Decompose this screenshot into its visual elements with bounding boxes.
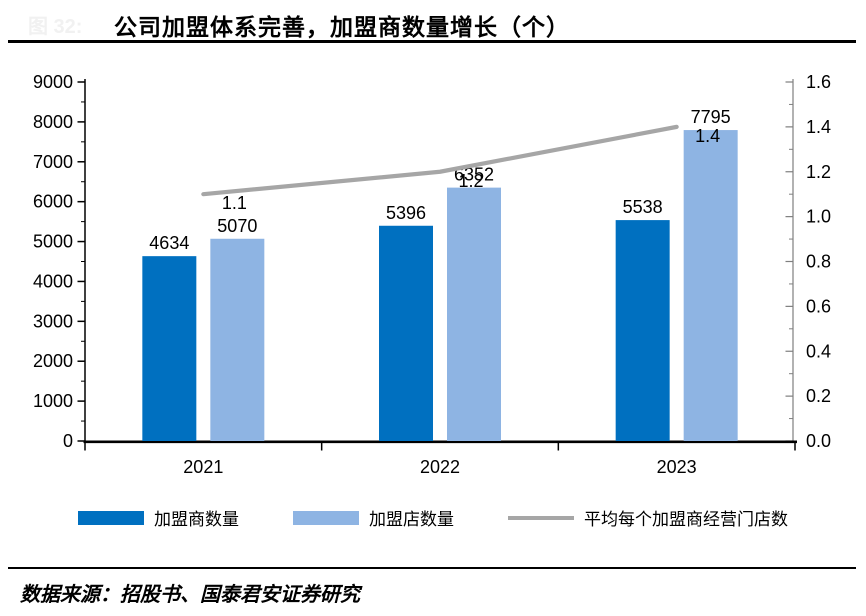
line-data-label: 1.1 <box>222 193 247 213</box>
bar-data-label: 6352 <box>454 165 494 185</box>
legend-label: 加盟商数量 <box>154 510 239 529</box>
legend-bar-swatch <box>78 510 144 525</box>
right-axis-tick-label: 1.6 <box>806 72 831 92</box>
x-axis-category-label: 2021 <box>183 457 223 477</box>
line-平均每个加盟商经营门店数 <box>201 124 679 197</box>
legend-label: 加盟店数量 <box>369 510 454 529</box>
left-axis-tick-label: 4000 <box>33 271 73 291</box>
bar-加盟店数量-2022 <box>447 187 501 441</box>
combo-chart: 0 1000 2000 3000 4000 5000 6000 7000 8000 9000 0.0… <box>33 72 831 477</box>
right-axis-tick-label: 0.8 <box>806 252 831 272</box>
right-axis-tick-label: 1.4 <box>806 117 831 137</box>
bar-data-label: 5538 <box>623 197 663 217</box>
right-axis-tick-label: 1.2 <box>806 162 831 182</box>
bar-data-label: 7795 <box>691 107 731 127</box>
figure-number-label: 图 32: <box>28 16 83 38</box>
left-axis-tick-label: 2000 <box>33 351 73 371</box>
left-axis-tick-label: 3000 <box>33 311 73 331</box>
chart-title: 公司加盟体系完善，加盟商数量增长（个） <box>114 14 570 40</box>
bar-加盟店数量-2021 <box>210 238 265 441</box>
line-data-label: 1.4 <box>695 126 720 146</box>
right-axis-tick-label: 0.6 <box>806 296 831 316</box>
bar-加盟店数量-2023 <box>683 130 738 442</box>
source-divider <box>8 567 856 569</box>
legend-line-swatch <box>508 515 574 520</box>
legend-bar-swatch <box>293 510 359 525</box>
right-axis-tick-label: 1.0 <box>806 207 831 227</box>
left-axis-tick-label: 0 <box>63 431 73 451</box>
bar-加盟商数量-2022 <box>379 225 433 441</box>
title-divider <box>8 40 856 43</box>
bar-加盟商数量-2021 <box>142 256 197 441</box>
right-axis-tick-label: 0.2 <box>806 386 831 406</box>
legend-label: 平均每个加盟商经营门店数 <box>584 510 788 529</box>
data-source-note: 数据来源：招股书、国泰君安证券研究 <box>20 584 360 606</box>
legend-item-1: 加盟商数量 <box>78 505 239 530</box>
bar-data-label: 4634 <box>149 233 189 253</box>
legend-item-3: 平均每个加盟商经营门店数 <box>508 505 788 530</box>
left-axis-tick-label: 8000 <box>33 112 73 132</box>
right-axis-tick-label: 0.4 <box>806 341 831 361</box>
right-axis-tick-label: 0.0 <box>806 431 831 451</box>
left-axis-tick-label: 7000 <box>33 152 73 172</box>
x-axis-category-label: 2022 <box>420 457 460 477</box>
left-axis-tick-label: 6000 <box>33 192 73 212</box>
bar-data-label: 5070 <box>217 216 257 236</box>
left-axis-tick-label: 9000 <box>33 72 73 92</box>
bar-data-label: 5396 <box>386 203 426 223</box>
legend-item-2: 加盟店数量 <box>293 505 454 530</box>
x-axis-category-label: 2023 <box>657 457 697 477</box>
line-data-label: 1.2 <box>458 171 483 191</box>
left-axis-tick-label: 5000 <box>33 232 73 252</box>
left-axis-tick-label: 1000 <box>33 391 73 411</box>
chart-legend: 加盟商数量 加盟店数量 平均每个加盟商经营门店数 <box>0 505 866 530</box>
bar-加盟商数量-2023 <box>615 220 670 441</box>
